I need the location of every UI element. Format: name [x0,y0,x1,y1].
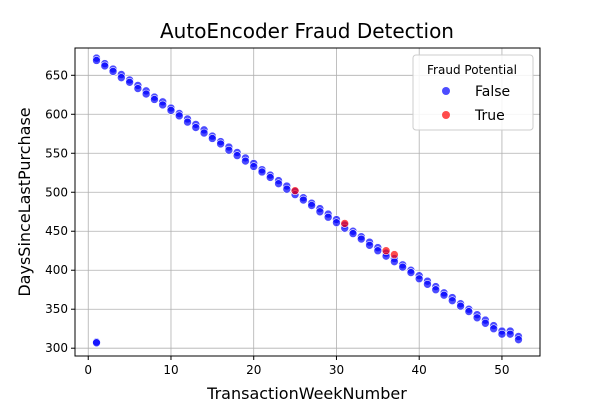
data-point-true [340,219,350,228]
x-tick-label: 30 [329,363,344,377]
data-point-false [423,279,432,289]
data-point-false [249,162,259,171]
data-point-false [307,201,316,210]
data-point-true [390,250,399,259]
y-tick-label: 400 [45,263,68,277]
data-point-false [398,262,407,272]
data-point-false [92,338,101,348]
data-point-false [332,218,341,227]
data-point-false [373,246,383,256]
legend-marker-true [442,111,450,119]
data-point-false [125,78,134,87]
plot-area-frame [74,47,541,357]
legend-box [412,54,534,131]
data-point-false [274,179,283,188]
x-tick-label: 50 [494,363,509,377]
data-point-false [348,229,358,238]
data-point-false [265,173,275,182]
data-point-false [431,285,441,295]
y-tick-label: 300 [45,341,68,355]
data-point-false [406,268,416,277]
y-tick-label: 600 [45,107,68,121]
data-point-false [414,274,424,284]
x-tick-label: 20 [246,363,261,377]
data-point-false [282,184,292,194]
data-point-false [365,240,374,250]
data-point-false [447,296,457,305]
y-axis-title: DaysSinceLastPurchase [15,107,34,296]
data-point-false [481,318,490,328]
data-point-false [257,167,267,177]
data-point-false [505,329,515,339]
y-tick-label: 450 [45,224,68,238]
data-point-false [150,95,159,104]
x-tick-label: 40 [412,363,427,377]
legend-title: Fraud Potential [427,63,517,77]
data-point-false [241,156,250,166]
data-point-false [100,61,110,71]
data-point-false [456,301,465,311]
legend-label-true: True [474,108,505,124]
data-point-false [191,123,201,132]
x-tick-label: 0 [84,363,92,377]
data-point-false [158,100,168,110]
data-point-false [224,145,234,155]
x-tick-label: 10 [163,363,178,377]
y-tick-label: 550 [45,146,68,160]
chart-title: AutoEncoder Fraud Detection [160,19,454,43]
y-tick-label: 500 [45,185,68,199]
data-points [92,53,523,348]
grid-lines [75,48,540,356]
data-point-false [232,151,242,160]
legend: Fraud Potential False True [412,54,534,131]
x-axis-title: TransactionWeekNumber [206,384,407,400]
legend-label-false: False [475,84,510,100]
data-point-false [117,73,126,82]
data-point-false [183,117,192,127]
data-point-false [439,290,449,300]
data-point-false [489,324,498,334]
data-point-true [290,186,300,195]
x-axis-ticks: 0 10 20 30 40 50 [84,356,510,377]
data-point-false [472,313,482,323]
y-axis-ticks: 300 350 400 450 500 550 600 650 [45,68,75,355]
data-point-false [356,234,366,244]
data-point-true [381,246,391,256]
data-point-false [108,67,118,76]
data-point-false [299,195,308,205]
data-point-false [514,335,523,344]
data-point-false [166,106,176,115]
data-point-false [174,111,184,121]
data-point-false [133,84,143,93]
data-point-false [141,89,151,99]
y-tick-label: 650 [45,68,68,82]
data-point-false [92,56,101,65]
y-tick-label: 350 [45,302,68,316]
data-point-false [208,134,217,143]
legend-marker-false [442,87,450,95]
data-point-false [315,207,325,217]
data-point-false [497,329,507,339]
data-point-false [323,212,333,222]
data-point-false [464,307,474,316]
data-point-false [216,139,225,149]
data-point-false [199,128,209,138]
